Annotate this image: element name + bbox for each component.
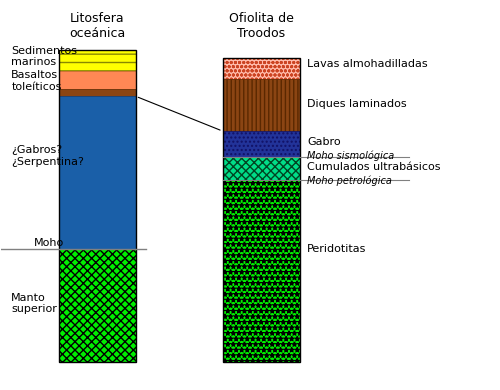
Bar (58, 50, 136, 362)
Bar (222, 179, 300, 362)
Bar (222, 79, 300, 131)
Text: Moho petrológica: Moho petrológica (307, 176, 392, 186)
Text: Basaltos
toleíticos: Basaltos toleíticos (12, 70, 62, 92)
Bar (58, 71, 136, 89)
Bar (222, 131, 300, 157)
Text: Litosfera
oceánica: Litosfera oceánica (69, 12, 126, 40)
Bar (58, 89, 136, 96)
Text: Diques laminados: Diques laminados (307, 99, 407, 109)
Text: Sedimentos
marinos: Sedimentos marinos (12, 46, 78, 67)
Text: ¿Gabros?
¿Serpentina?: ¿Gabros? ¿Serpentina? (12, 145, 84, 167)
Bar (58, 50, 136, 71)
Bar (58, 249, 136, 362)
Text: Cumulados ultrabásicos: Cumulados ultrabásicos (307, 162, 440, 172)
Text: Lavas almohadilladas: Lavas almohadilladas (307, 59, 428, 69)
Text: Ofiolita de
Troodos: Ofiolita de Troodos (229, 12, 294, 40)
Text: Moho sismológica: Moho sismológica (307, 151, 394, 161)
Text: Peridotitas: Peridotitas (307, 244, 366, 254)
Text: Moho: Moho (34, 238, 64, 248)
Bar (222, 157, 300, 179)
Bar (58, 96, 136, 249)
Bar (222, 58, 300, 79)
Text: Manto
superior: Manto superior (12, 292, 57, 314)
Text: Gabro: Gabro (307, 136, 341, 147)
Bar (222, 58, 300, 362)
